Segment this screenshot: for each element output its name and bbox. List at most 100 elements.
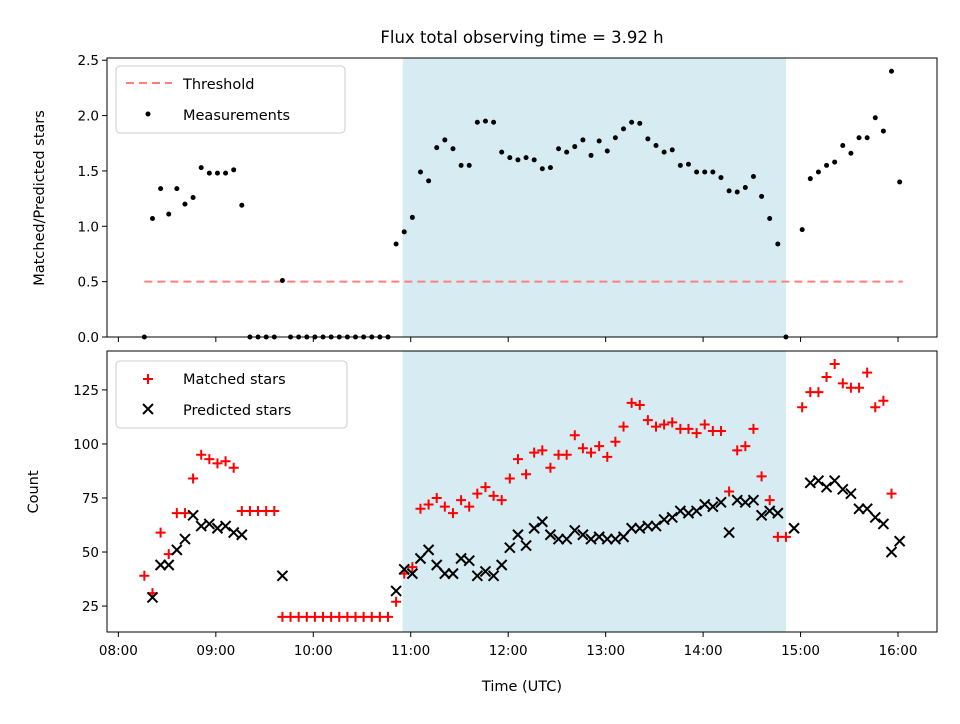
matched-star-point — [545, 462, 556, 473]
measurement-point — [279, 278, 285, 284]
matched-star-point — [748, 423, 759, 434]
measurement-point — [547, 165, 553, 171]
matched-star-point — [886, 488, 897, 499]
predicted-star-point — [585, 533, 597, 545]
count-legend-box — [115, 360, 348, 429]
measurement-point — [880, 128, 886, 134]
x-tick-label: 09:00 — [196, 643, 235, 659]
x-axis-label: Time (UTC) — [481, 679, 562, 695]
predicted-star-point — [869, 511, 881, 524]
figure-title: Flux total observing time = 3.92 h — [380, 28, 663, 47]
count-x-axis-ticks: 08:00 09:00 10:00 11:00 12:00 13:00 14:00 15:00… — [99, 632, 917, 659]
matched-star-point — [504, 473, 515, 484]
x-tick-label: 08:00 — [99, 643, 138, 659]
predicted-star-point — [569, 524, 581, 537]
predicted-star-point — [552, 533, 565, 545]
predicted-star-point — [634, 522, 646, 534]
measurement-point — [612, 135, 618, 141]
matched-star-point — [691, 428, 702, 439]
measurement-point — [417, 169, 423, 175]
matched-star-point — [431, 492, 442, 503]
measurement-point — [629, 119, 635, 125]
predicted-star-point — [179, 533, 191, 545]
predicted-star-point — [650, 520, 662, 532]
predicted-star-point — [893, 535, 906, 547]
measurement-point — [491, 119, 497, 125]
predicted-star-point — [715, 496, 727, 509]
measurement-point — [775, 241, 781, 247]
measurement-point — [718, 175, 724, 181]
predicted-star-point — [690, 505, 703, 517]
predicted-star-point — [146, 591, 159, 604]
ratio-x-axis-ticks — [117, 337, 899, 342]
measurement-point — [669, 147, 675, 153]
predicted-star-point — [536, 516, 549, 528]
predicted-star-point — [731, 494, 743, 506]
predicted-star-point — [504, 541, 516, 554]
matched-star-point — [667, 417, 678, 428]
measurement-point — [239, 202, 245, 208]
matched-star-point — [626, 397, 637, 408]
legend-predicted-label: Predicted stars — [183, 403, 291, 419]
matched-star-point — [732, 445, 743, 456]
legend-measurements-label: Measurements — [183, 108, 290, 124]
y-tick-label: 100 — [73, 437, 99, 453]
observing-window-shade-bottom — [402, 351, 786, 632]
legend-threshold-label: Threshold — [182, 77, 254, 93]
matched-star-point — [659, 419, 670, 430]
measurement-point — [166, 211, 172, 217]
measurement-point — [799, 227, 805, 233]
measurement-point — [198, 165, 204, 171]
ratio-axes-frame — [106, 57, 938, 338]
measurement-point — [523, 155, 529, 161]
legend-matched-label: Matched stars — [183, 372, 286, 388]
predicted-star-point — [747, 494, 760, 506]
ratio-y-axis-label: Matched/Predicted stars — [32, 110, 48, 286]
measurement-point — [767, 216, 773, 222]
measurement-point — [401, 229, 407, 235]
matched-star-point — [870, 402, 881, 413]
measurement-point — [206, 170, 212, 176]
matched-star-point — [423, 499, 434, 510]
matched-star-point — [740, 441, 751, 452]
measurement-point — [426, 178, 432, 184]
observing-window-shade-top — [402, 58, 786, 337]
x-tick-label: 13:00 — [586, 643, 625, 659]
measurement-point — [182, 201, 188, 207]
measurement-point — [515, 157, 521, 163]
predicted-star-point — [219, 520, 232, 532]
predicted-star-point — [431, 559, 443, 571]
measurement-point — [231, 167, 237, 173]
predicted-star-point — [601, 533, 613, 545]
measurement-point — [174, 186, 180, 192]
measurement-point — [815, 169, 821, 175]
predicted-star-point — [463, 554, 475, 567]
count-axes-frame — [106, 350, 938, 633]
measurement-point — [856, 135, 862, 141]
measurement-point — [604, 148, 610, 154]
matched-star-point — [862, 367, 873, 378]
measurement-point — [466, 162, 472, 168]
matched-star-point — [391, 596, 402, 607]
predicted-star-point — [658, 513, 670, 526]
predicted-star-point — [528, 522, 540, 534]
matched-star-point — [683, 423, 694, 434]
measurement-point — [759, 193, 765, 199]
count-y-axis-ticks: 25 50 75 100 125 — [73, 383, 107, 615]
ratio-legend: Threshold Measurements — [115, 65, 346, 134]
measurement-point — [807, 176, 813, 182]
predicted-star-point — [455, 552, 467, 565]
measurement-point — [621, 126, 627, 132]
matched-star-point — [821, 371, 832, 382]
measurement-point — [864, 135, 870, 141]
predicted-star-point — [495, 559, 508, 571]
predicted-star-point — [236, 529, 248, 541]
matched-star-point — [756, 471, 767, 482]
predicted-star-point — [471, 570, 484, 582]
predicted-star-point — [487, 570, 500, 582]
y-tick-label: 0.5 — [78, 275, 99, 291]
matched-star-point — [480, 482, 491, 493]
predicted-star-point — [723, 526, 735, 539]
measurement-point — [507, 155, 513, 161]
